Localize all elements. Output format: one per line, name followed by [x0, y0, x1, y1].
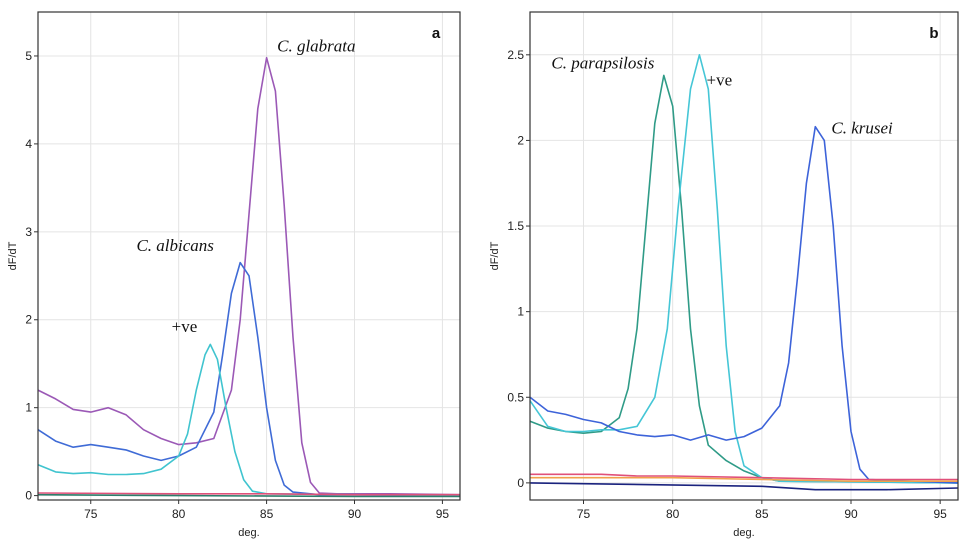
x-tick-label: 90 — [844, 507, 858, 521]
y-axis-label: dF/dT — [489, 241, 501, 270]
y-tick-label: 1 — [25, 401, 32, 415]
series-line-2 — [529, 54, 959, 484]
x-axis-label: deg. — [733, 527, 754, 539]
panel-a: 75 80 85 90 95 0 1 2 3 4 5 deg. dF/dT a C. glabrata C. … — [7, 11, 461, 539]
series-line-1 — [37, 56, 461, 496]
peak-annotation: C. albicans — [136, 236, 214, 255]
plot-area — [530, 12, 958, 500]
plot-area — [38, 12, 460, 500]
y-tick-label: 5 — [25, 49, 32, 63]
x-tick-label: 90 — [348, 507, 362, 521]
y-tick-label: 2 — [25, 313, 32, 327]
series-line-4 — [37, 492, 460, 496]
x-tick-label: 80 — [666, 507, 680, 521]
series-line-1 — [529, 74, 959, 484]
x-axis-label: deg. — [238, 527, 259, 539]
plot-frame — [529, 11, 959, 501]
x-tick-label: 95 — [436, 507, 450, 521]
x-tick-label: 85 — [260, 507, 274, 521]
series-line-2 — [37, 261, 461, 497]
y-tick-label: 1 — [517, 305, 524, 319]
series-line-6 — [529, 482, 959, 491]
y-tick-label: 1.5 — [507, 219, 524, 233]
y-tick-label: 2.5 — [507, 48, 524, 62]
series-line-3 — [529, 125, 959, 484]
peak-annotation: C. krusei — [831, 119, 893, 138]
panel-letter: a — [432, 25, 441, 42]
peak-annotation: C. glabrata — [277, 37, 355, 56]
peak-annotation: +ve — [172, 317, 198, 336]
x-tick-label: 95 — [933, 507, 947, 521]
x-tick-label: 75 — [577, 507, 591, 521]
x-tick-label: 75 — [84, 507, 98, 521]
peak-annotation: +ve — [707, 71, 733, 90]
plot-frame — [37, 11, 461, 501]
y-axis-label: dF/dT — [7, 241, 19, 270]
y-tick-label: 0 — [517, 476, 524, 490]
y-tick-label: 4 — [25, 137, 32, 151]
series-line-3 — [37, 343, 461, 497]
series-line-5 — [37, 493, 460, 498]
peak-annotation: C. parapsilosis — [551, 54, 654, 73]
y-tick-label: 2 — [517, 133, 524, 147]
x-tick-label: 85 — [755, 507, 769, 521]
series-line-4 — [530, 473, 958, 481]
panel-letter: b — [929, 25, 938, 42]
y-tick-label: 0 — [25, 489, 32, 503]
x-tick-label: 80 — [172, 507, 186, 521]
y-tick-label: 0.5 — [507, 390, 524, 404]
panel-b: 75 80 85 90 95 0 0.5 1 1.5 2 2.5 deg. dF/dT b C. parap… — [489, 11, 959, 539]
y-tick-label: 3 — [25, 225, 32, 239]
series-line-5 — [530, 476, 958, 482]
